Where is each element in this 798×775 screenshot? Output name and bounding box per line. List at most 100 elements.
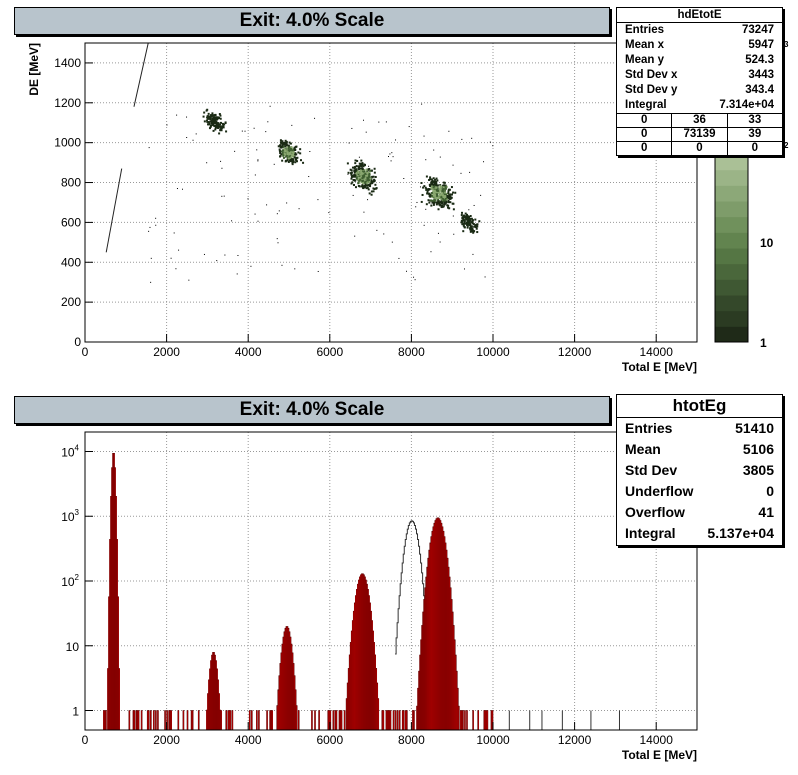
top-cluster-cell bbox=[361, 177, 364, 180]
top-scatter-point bbox=[403, 177, 405, 179]
top-cluster-cell bbox=[462, 219, 465, 222]
top-cluster-cell bbox=[202, 115, 205, 118]
top-cluster-cell bbox=[283, 143, 286, 146]
bottom-title-text: Exit: 4.0% Scale bbox=[239, 399, 385, 420]
top-cluster-cell bbox=[368, 178, 371, 181]
top-cluster-cell bbox=[360, 165, 363, 168]
top-cluster-cell bbox=[285, 142, 288, 145]
palette-cell bbox=[715, 232, 748, 249]
top-cluster-cell bbox=[295, 160, 298, 163]
top-cluster-cell bbox=[432, 186, 435, 189]
top-title-text: Exit: 4.0% Scale bbox=[239, 10, 385, 31]
top-cluster-cell bbox=[430, 183, 433, 186]
top-cluster-cell bbox=[363, 164, 366, 167]
top-cluster-cell bbox=[361, 184, 364, 187]
top-grid-cell: 39 bbox=[748, 128, 762, 140]
top-stat-value: 524.3 bbox=[745, 54, 774, 66]
top-cluster-cell bbox=[364, 184, 367, 187]
top-cluster-cell bbox=[434, 199, 437, 202]
top-stat-key: Std Dev x bbox=[625, 69, 678, 81]
top-scatter-point bbox=[314, 117, 316, 119]
top-scatter-point bbox=[471, 137, 473, 139]
bottom-hist-bin bbox=[486, 710, 489, 731]
top-cluster-cell bbox=[360, 169, 363, 172]
top-cluster-cell bbox=[213, 117, 216, 120]
top-scatter-point bbox=[308, 176, 310, 178]
top-scatter-point bbox=[463, 268, 465, 270]
top-cluster-cell bbox=[433, 199, 436, 202]
bottom-hist-bin bbox=[382, 710, 385, 731]
top-cluster-cell bbox=[361, 180, 364, 183]
bottom-hist-bin bbox=[396, 710, 399, 731]
top-cluster-cell bbox=[463, 222, 466, 225]
bottom-x-tick-label: 8000 bbox=[398, 733, 425, 747]
top-cluster-cell bbox=[215, 121, 218, 124]
top-cluster-cell bbox=[358, 181, 361, 184]
top-cluster-cell bbox=[439, 187, 442, 190]
bottom-hist-bin bbox=[335, 710, 338, 731]
top-stat-row: Integral 7.314e+04 bbox=[625, 98, 774, 113]
top-cluster-cell bbox=[375, 187, 378, 190]
top-cluster-cell bbox=[289, 148, 292, 151]
top-cluster-cell bbox=[369, 169, 372, 172]
top-cluster-cell bbox=[302, 161, 305, 164]
top-cluster-cell bbox=[366, 182, 369, 185]
top-scatter-point bbox=[469, 171, 471, 173]
top-cluster-cell bbox=[222, 124, 225, 127]
bottom-hist-bin bbox=[157, 710, 159, 731]
palette-cell bbox=[715, 169, 748, 186]
top-grid-cell: 0 bbox=[751, 142, 759, 154]
top-grid-cell: 33 bbox=[748, 114, 762, 126]
top-cluster-cell bbox=[206, 120, 209, 123]
top-cluster-cell bbox=[355, 165, 358, 168]
top-cluster-cell bbox=[217, 122, 220, 125]
top-cluster-cell bbox=[361, 162, 364, 165]
top-cluster-cell bbox=[356, 159, 359, 162]
top-cluster-cell bbox=[296, 156, 299, 159]
top-cluster-cell bbox=[290, 158, 293, 161]
top-scatter-point bbox=[175, 268, 177, 270]
top-cluster-cell bbox=[431, 181, 434, 184]
top-cluster-cell bbox=[435, 186, 438, 189]
top-cluster-cell bbox=[434, 194, 437, 197]
top-cluster-cell bbox=[420, 181, 423, 184]
top-scatter-point bbox=[328, 212, 330, 214]
top-cluster-cell bbox=[219, 128, 222, 131]
top-cluster-cell bbox=[440, 199, 443, 202]
top-cluster-cell bbox=[429, 195, 432, 198]
top-scatter-point bbox=[317, 270, 319, 272]
top-scatter-point bbox=[387, 156, 389, 158]
top-cluster-cell bbox=[354, 179, 357, 182]
top-cluster-cell bbox=[217, 125, 220, 128]
palette-cell bbox=[715, 295, 748, 312]
top-cluster-cell bbox=[359, 178, 362, 181]
top-cluster-cell bbox=[351, 166, 354, 169]
top-stat-value: 3443 bbox=[748, 69, 774, 81]
top-scatter-point bbox=[473, 204, 475, 206]
bottom-hist-bin bbox=[377, 698, 380, 731]
bottom-hist-bin bbox=[258, 710, 260, 731]
top-cluster-cell bbox=[446, 195, 449, 198]
top-cluster-cell bbox=[279, 141, 282, 144]
top-cluster-cell bbox=[433, 181, 436, 184]
top-cluster-cell bbox=[222, 126, 225, 129]
top-cluster-cell bbox=[475, 223, 478, 226]
top-cluster-cell bbox=[295, 159, 298, 162]
bottom-x-tick-label: 14000 bbox=[640, 733, 674, 747]
top-cluster-cell bbox=[347, 171, 350, 174]
top-cluster-cell bbox=[442, 186, 445, 189]
top-cluster-cell bbox=[217, 123, 220, 126]
bottom-hist-bin bbox=[402, 710, 405, 731]
bottom-stats-box: htotEg Entries 51410 Mean 5106 Std Dev 3805 Un… bbox=[616, 394, 783, 546]
top-cluster-cell bbox=[423, 185, 426, 188]
top-cluster-cell bbox=[426, 192, 429, 195]
top-cluster-cell bbox=[436, 187, 439, 190]
top-cluster-cell bbox=[218, 132, 221, 135]
top-cluster-cell bbox=[428, 201, 431, 204]
top-scatter-point bbox=[257, 160, 259, 162]
top-cluster-cell bbox=[292, 151, 295, 154]
bottom-stat-value: 3805 bbox=[742, 462, 774, 478]
top-scatter-point bbox=[181, 188, 183, 190]
top-cluster-cell bbox=[427, 188, 430, 191]
top-cluster-cell bbox=[475, 227, 478, 230]
